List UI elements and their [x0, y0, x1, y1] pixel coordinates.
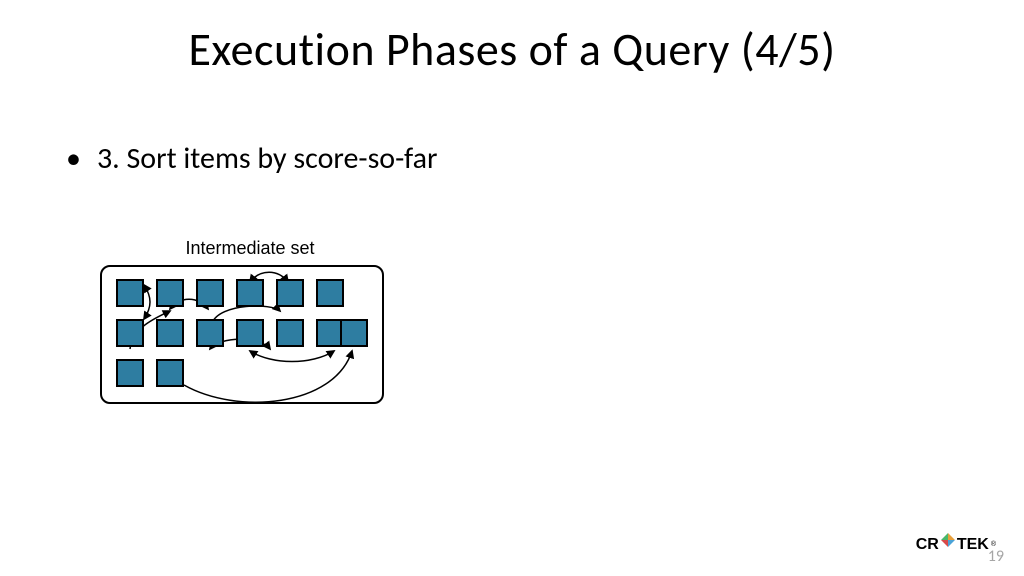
item-square — [156, 319, 184, 347]
item-square — [116, 359, 144, 387]
diagram-label: Intermediate set — [100, 238, 400, 259]
intermediate-set-diagram: Intermediate set — [100, 238, 400, 404]
crytek-logo: CR TEK ® — [916, 535, 996, 554]
page-number: 19 — [988, 547, 1004, 566]
item-square — [116, 279, 144, 307]
item-square — [276, 279, 304, 307]
item-square — [196, 319, 224, 347]
logo-text-right: TEK — [957, 536, 989, 554]
item-square — [156, 279, 184, 307]
item-square — [116, 319, 144, 347]
slide-title: Execution Phases of a Query (4/5) — [0, 22, 1024, 78]
item-square — [156, 359, 184, 387]
item-square — [316, 279, 344, 307]
item-square — [236, 319, 264, 347]
bullet-1: 3. Sort items by score-so-far — [66, 140, 437, 177]
logo-diamond-icon — [941, 533, 955, 552]
logo-text-left: CR — [916, 536, 939, 554]
item-square — [196, 279, 224, 307]
item-square — [236, 279, 264, 307]
item-square — [340, 319, 368, 347]
set-box — [100, 265, 384, 404]
item-square — [276, 319, 304, 347]
